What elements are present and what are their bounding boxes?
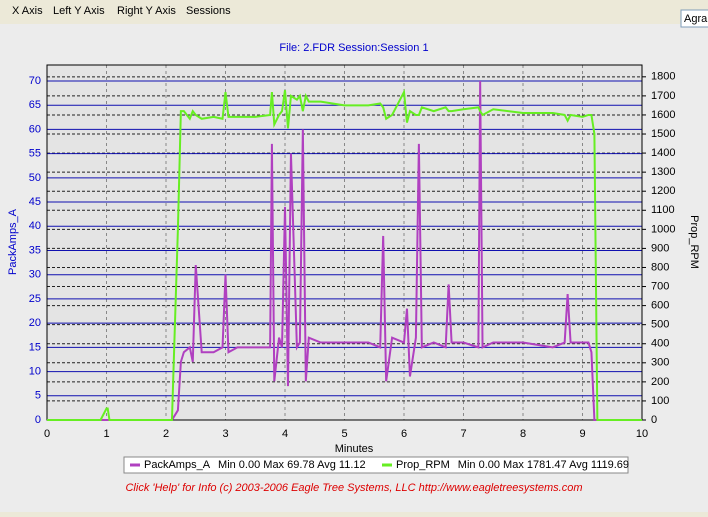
y-tick-label: 15 xyxy=(29,341,41,353)
menu-item[interactable]: Right Y Axis xyxy=(117,5,176,17)
toolbar-box-text: Agra xyxy=(684,13,708,25)
x-tick-label: 2 xyxy=(163,428,169,440)
legend-stats: Min 0.00 Max 69.78 Avg 11.12 xyxy=(218,459,366,471)
y2-tick-label: 200 xyxy=(651,376,669,388)
y2-tick-label: 600 xyxy=(651,300,669,312)
x-tick-label: 0 xyxy=(44,428,50,440)
x-tick-label: 4 xyxy=(282,428,288,440)
y-axis-label: PackAmps_A xyxy=(7,208,19,275)
y2-tick-label: 1600 xyxy=(651,109,675,121)
y-tick-label: 0 xyxy=(35,414,41,426)
menu-item[interactable]: Sessions xyxy=(186,5,231,17)
x-axis-label: Minutes xyxy=(335,443,374,455)
menu-item[interactable]: Left Y Axis xyxy=(53,5,105,17)
y-tick-label: 65 xyxy=(29,99,41,111)
x-tick-label: 3 xyxy=(222,428,228,440)
y-tick-label: 70 xyxy=(29,75,41,87)
x-tick-label: 10 xyxy=(636,428,648,440)
y2-tick-label: 900 xyxy=(651,242,669,254)
y2-axis-label: Prop_RPM xyxy=(688,215,700,269)
x-tick-label: 8 xyxy=(520,428,526,440)
y2-tick-label: 1000 xyxy=(651,223,675,235)
menu-item[interactable]: X Axis xyxy=(12,5,43,17)
y-tick-label: 10 xyxy=(29,365,41,377)
x-tick-label: 7 xyxy=(460,428,466,440)
legend-stats: Min 0.00 Max 1781.47 Avg 1119.69 xyxy=(458,459,629,471)
y2-tick-label: 1500 xyxy=(651,128,675,140)
y2-tick-label: 1200 xyxy=(651,185,675,197)
y-tick-label: 55 xyxy=(29,148,41,160)
x-tick-label: 9 xyxy=(579,428,585,440)
series-line xyxy=(47,88,642,421)
y-tick-label: 50 xyxy=(29,172,41,184)
y2-tick-label: 1100 xyxy=(651,204,675,216)
y2-tick-label: 1700 xyxy=(651,90,675,102)
toolbar-box[interactable] xyxy=(680,9,708,28)
y2-tick-label: 1800 xyxy=(651,71,675,83)
y2-tick-label: 100 xyxy=(651,395,669,407)
y-tick-label: 20 xyxy=(29,317,41,329)
plot-border xyxy=(46,64,643,421)
y2-tick-label: 1300 xyxy=(651,166,675,178)
y2-tick-label: 400 xyxy=(651,338,669,350)
y2-tick-label: 800 xyxy=(651,261,669,273)
legend xyxy=(123,456,629,474)
x-tick-label: 5 xyxy=(341,428,347,440)
y-tick-label: 30 xyxy=(29,269,41,281)
menu-bar xyxy=(0,0,708,24)
y-tick-label: 25 xyxy=(29,293,41,305)
y2-tick-label: 500 xyxy=(651,319,669,331)
y2-tick-label: 0 xyxy=(651,414,657,426)
y2-tick-label: 700 xyxy=(651,280,669,292)
y-tick-label: 45 xyxy=(29,196,41,208)
x-tick-label: 1 xyxy=(103,428,109,440)
y2-tick-label: 1400 xyxy=(651,147,675,159)
legend-label: PackAmps_A xyxy=(144,459,211,471)
y-tick-label: 60 xyxy=(29,123,41,135)
y2-tick-label: 300 xyxy=(651,357,669,369)
y-tick-label: 40 xyxy=(29,220,41,232)
legend-label: Prop_RPM xyxy=(396,459,450,471)
x-tick-label: 6 xyxy=(401,428,407,440)
y-tick-label: 35 xyxy=(29,244,41,256)
footer: Click 'Help' for Info (c) 2003-2006 Eagl… xyxy=(125,482,582,494)
series-line xyxy=(47,80,642,421)
y-tick-label: 5 xyxy=(35,390,41,402)
chart-title: File: 2.FDR Session:Session 1 xyxy=(279,42,428,54)
